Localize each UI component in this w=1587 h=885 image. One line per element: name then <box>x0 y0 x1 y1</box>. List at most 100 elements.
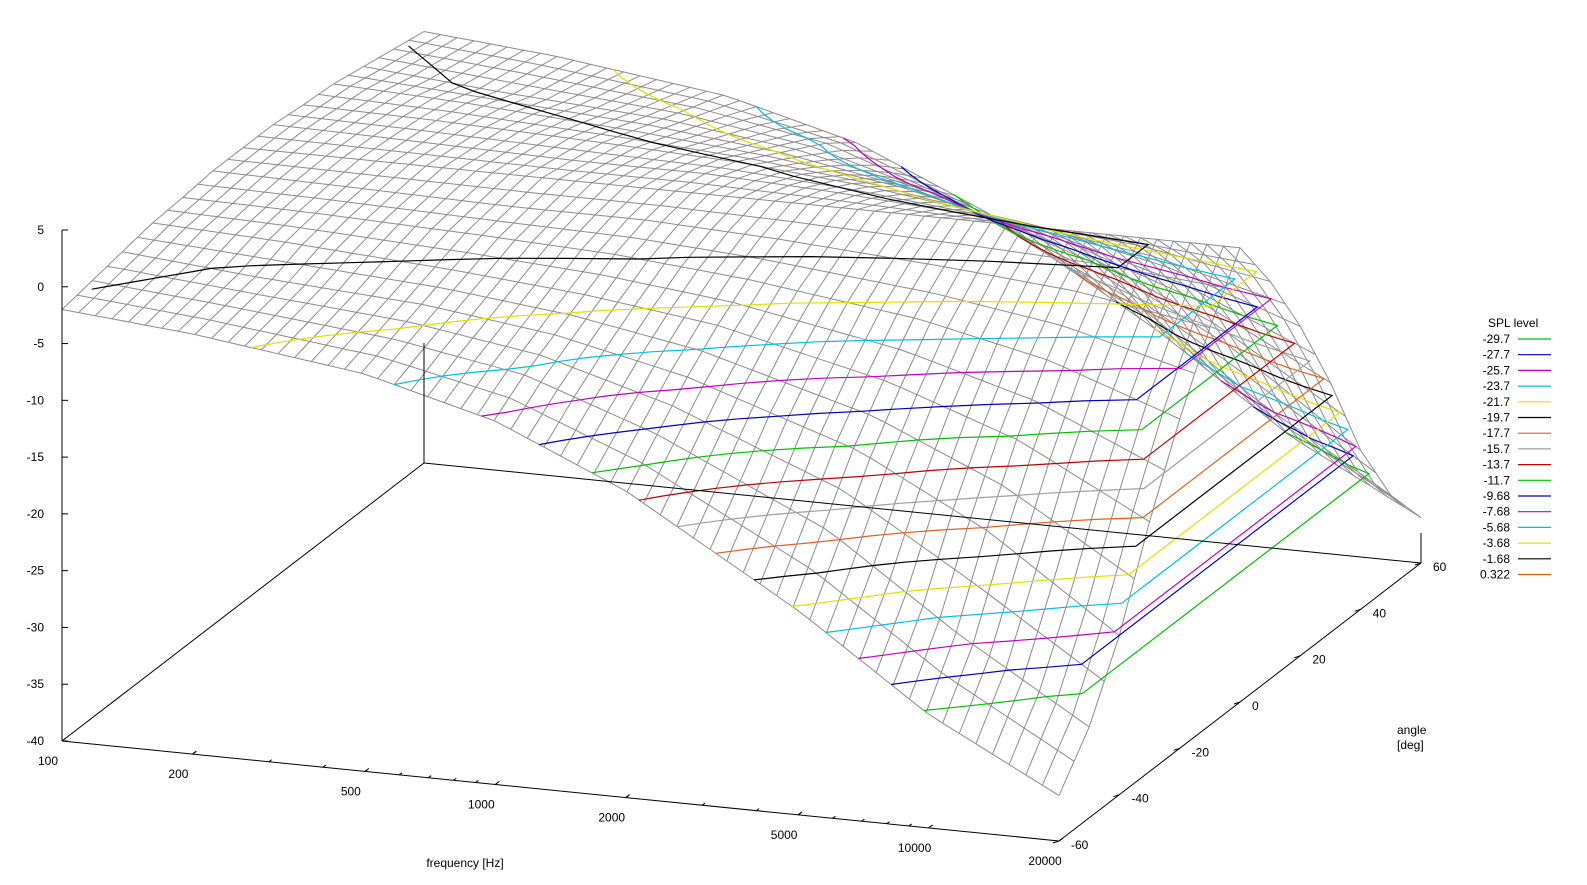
angle-tick-label: 40 <box>1373 606 1387 620</box>
mesh-line-frequency <box>393 106 757 385</box>
frequency-minor-tick <box>701 802 706 806</box>
angle-tick-label: -20 <box>1192 745 1210 759</box>
mesh-line-frequency <box>476 136 840 415</box>
legend-entry-label: -1.68 <box>1483 552 1511 566</box>
contour-line <box>715 274 1326 554</box>
mesh-line-frequency <box>443 124 807 403</box>
z-tick-label: -25 <box>27 564 45 578</box>
mesh-line-frequency <box>244 67 608 347</box>
mesh-line-angle <box>273 124 1271 282</box>
frequency-minor-tick <box>832 815 836 819</box>
frequency-minor-tick <box>268 759 273 763</box>
mesh-line-frequency <box>1025 243 1389 776</box>
z-tick-label: -35 <box>27 677 45 691</box>
angle-tick-label: 60 <box>1433 560 1447 574</box>
legend-entry-label: -27.7 <box>1483 348 1511 362</box>
frequency-tick-label: 100 <box>38 754 58 768</box>
contour-line <box>754 301 1334 581</box>
legend-entry-label: -29.7 <box>1483 332 1511 346</box>
mesh-line-frequency <box>261 71 624 351</box>
frequency-minor-tick <box>797 812 802 816</box>
frequency-minor-tick <box>908 823 913 827</box>
frequency-tick-label: 2000 <box>598 811 625 825</box>
mesh-line-frequency <box>958 237 1322 734</box>
frequency-minor-tick <box>192 751 196 755</box>
mesh-line-frequency <box>908 232 1272 700</box>
frequency-tick <box>61 737 67 742</box>
mesh-line-frequency <box>427 118 790 397</box>
mesh-line-frequency <box>161 49 524 329</box>
legend-entry-label: -3.68 <box>1483 536 1511 550</box>
frequency-minor-tick <box>453 777 457 781</box>
frequency-minor-tick <box>755 808 760 812</box>
mesh-line-frequency <box>294 79 657 358</box>
frequency-axis <box>61 740 1060 842</box>
angle-tick <box>1233 701 1241 705</box>
mesh-line-frequency <box>460 130 823 409</box>
legend-entry-label: -9.68 <box>1483 489 1511 503</box>
z-tick-label: -10 <box>27 393 45 407</box>
mesh-line-frequency <box>410 112 774 391</box>
z-tick-label: -5 <box>33 337 44 351</box>
frequency-minor-tick <box>625 795 629 798</box>
legend-entry-label: -25.7 <box>1483 363 1511 377</box>
angle-tick <box>1414 562 1422 566</box>
legend-entry-label: -19.7 <box>1483 411 1511 425</box>
angle-tick <box>1173 747 1180 751</box>
mesh-line-angle <box>77 294 1075 762</box>
legend-entry-label: -11.7 <box>1484 473 1511 487</box>
frequency-minor-tick <box>398 772 403 776</box>
contour-line <box>638 221 1296 501</box>
angle-tick-label: 20 <box>1312 653 1326 667</box>
frequency-tick-label: 10000 <box>898 841 932 855</box>
angle-tick <box>1354 608 1361 612</box>
mesh-line-frequency <box>593 177 956 475</box>
mesh-line-frequency <box>1058 246 1422 796</box>
legend: SPL level-29.7-27.7-25.7-23.7-21.7-19.7-… <box>1480 316 1551 582</box>
mesh-line-frequency <box>360 94 724 374</box>
angle-axis-label: [deg] <box>1397 738 1424 752</box>
angle-tick <box>1294 655 1301 659</box>
contour-line <box>91 45 1150 290</box>
mesh-line-frequency <box>1008 241 1372 765</box>
angle-axis-label: angle <box>1397 723 1427 737</box>
z-tick-label: -20 <box>27 507 45 521</box>
mesh-line-frequency <box>942 235 1306 724</box>
contour-line <box>250 69 1258 349</box>
z-tick-label: -40 <box>27 734 45 748</box>
mesh-line-frequency <box>111 40 475 320</box>
mesh-line-frequency <box>177 52 541 332</box>
frequency-minor-tick <box>886 821 890 825</box>
frequency-tick-label: 500 <box>341 784 361 798</box>
legend-entry-label: -5.68 <box>1483 520 1511 534</box>
frequency-minor-tick <box>427 775 432 779</box>
mesh-line-angle <box>107 265 1105 682</box>
contour-line <box>394 106 1237 386</box>
z-tick-label: 5 <box>37 223 44 237</box>
mesh-line-frequency <box>61 31 425 310</box>
contour-line <box>858 379 1357 660</box>
frequency-minor-tick <box>475 780 479 783</box>
mesh-line-frequency <box>526 157 890 439</box>
contour-line <box>591 194 1279 474</box>
mesh-line-frequency <box>227 63 591 343</box>
frequency-tick-label: 20000 <box>1028 854 1062 868</box>
contour-line <box>481 137 1273 417</box>
angle-tick-label: -60 <box>1071 838 1089 852</box>
legend-entry-label: -21.7 <box>1483 395 1511 409</box>
legend-entry-label: -17.7 <box>1483 426 1511 440</box>
frequency-minor-tick <box>322 764 327 768</box>
contour-line <box>923 431 1371 712</box>
mesh-line-frequency <box>609 181 973 483</box>
z-tick-label: 0 <box>37 280 44 294</box>
contour-lines <box>91 45 1371 712</box>
mesh-line-frequency <box>992 240 1355 755</box>
mesh-line-frequency <box>1041 245 1405 786</box>
mesh-line-frequency <box>543 164 906 448</box>
mesh-line-angle <box>92 280 1090 728</box>
mesh-line-frequency <box>194 56 558 335</box>
angle-tick-label: 0 <box>1252 699 1259 713</box>
mesh-line-frequency <box>128 43 491 323</box>
mesh-line-frequency <box>576 174 940 466</box>
surface-mesh <box>61 31 1422 797</box>
